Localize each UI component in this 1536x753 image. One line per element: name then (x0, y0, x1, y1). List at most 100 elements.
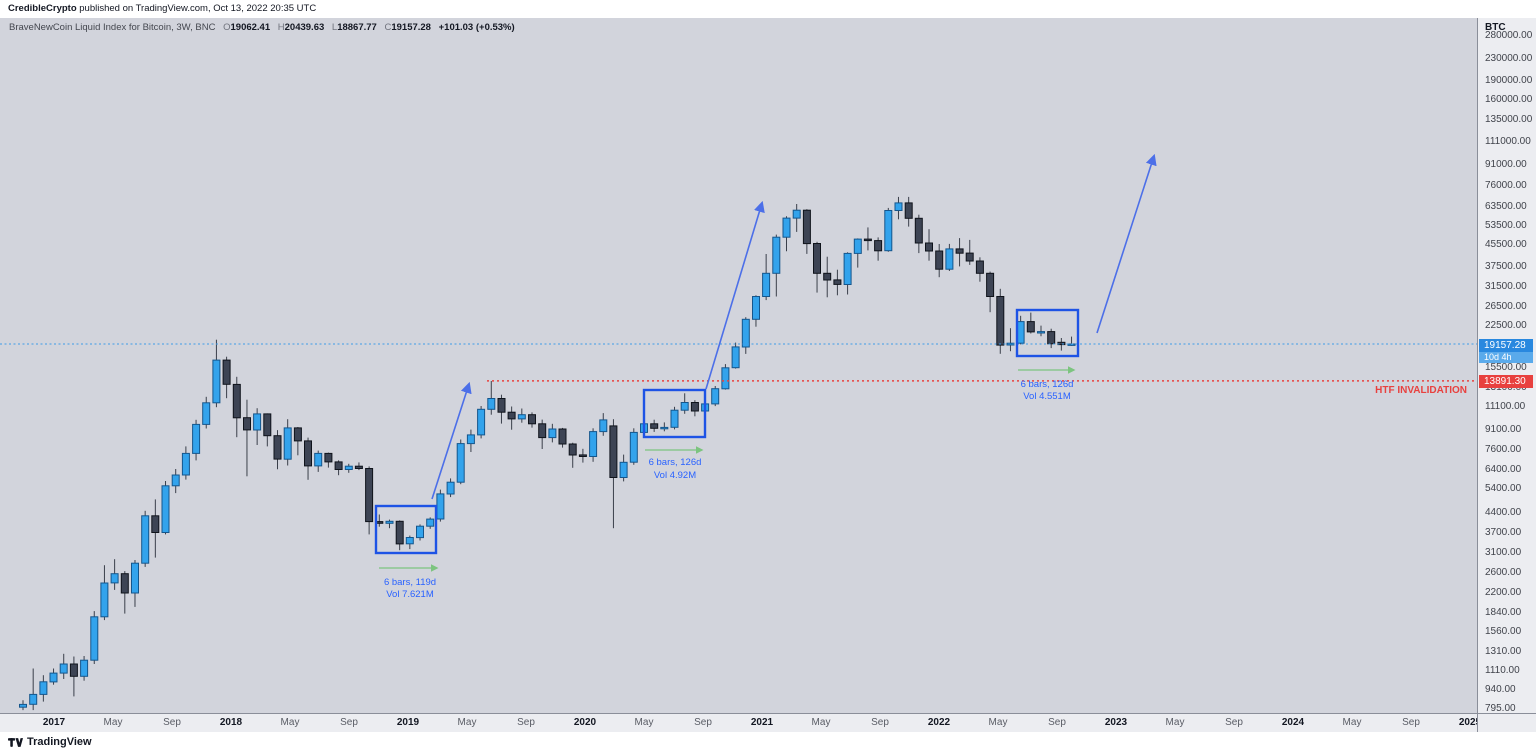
candle (680, 393, 689, 414)
tradingview-logo-text: TradingView (27, 736, 92, 748)
candle (110, 559, 119, 590)
candle (690, 400, 699, 417)
candle (354, 462, 363, 471)
candle (192, 419, 201, 461)
candle (863, 227, 872, 251)
candle (69, 656, 78, 697)
open-value: 19062.41 (230, 22, 271, 33)
candle (273, 430, 282, 470)
drawing-box[interactable] (1015, 308, 1080, 358)
price-axis-label: 76000.00 (1485, 179, 1527, 191)
time-axis-label: 2017 (42, 717, 66, 728)
change-value: +101.03 (+0.53%) (438, 22, 515, 33)
time-axis-label: 2021 (750, 717, 774, 728)
candle (212, 339, 221, 408)
time-axis-label: May (811, 717, 831, 728)
candle (120, 571, 129, 614)
publish-header: CredibleCrypto published on TradingView.… (0, 0, 1536, 18)
candle (843, 252, 852, 295)
candle (853, 238, 862, 268)
close-value: 19157.28 (391, 22, 431, 33)
measure-label: Vol 4.551M (1023, 391, 1071, 402)
price-axis-label: 22500.00 (1485, 319, 1527, 331)
candle (466, 429, 475, 452)
candle (29, 668, 38, 711)
drawing-box[interactable] (642, 388, 707, 439)
price-axis-label: 1560.00 (1485, 625, 1522, 637)
time-axis-label: Sep (871, 717, 889, 728)
time-axis-label: May (988, 717, 1008, 728)
candle (90, 611, 99, 664)
time-axis-label: Sep (517, 717, 535, 728)
invalidation-text: HTF INVALIDATION (1375, 385, 1467, 396)
close-label: C (384, 22, 392, 33)
price-axis-label: 3100.00 (1485, 547, 1522, 559)
candle (772, 234, 781, 297)
publish-details: published on TradingView.com, Oct 13, 20… (76, 3, 317, 14)
price-axis-label: 230000.00 (1485, 52, 1533, 64)
price-axis-label: 15500.00 (1485, 362, 1527, 374)
candle (385, 519, 394, 529)
drawing-box[interactable] (374, 504, 438, 555)
symbol-legend[interactable]: BraveNewCoin Liquid Index for Bitcoin, 3… (9, 22, 515, 33)
candle (609, 419, 618, 529)
candle (599, 413, 608, 436)
trend-arrow[interactable] (1096, 153, 1157, 334)
candle (792, 204, 801, 232)
price-axis[interactable]: BTC 280000.00 230000.00 190000.00 160000.00… (1477, 18, 1536, 714)
candle (813, 241, 821, 293)
candle (538, 419, 547, 449)
invalidation-price-label: 13891.30 (1479, 375, 1533, 388)
tradingview-logo[interactable]: TradingView (8, 736, 92, 748)
price-axis-label: 45500.00 (1485, 238, 1527, 250)
chart-area[interactable]: 6 bars, 119d Vol 7.621M 6 bars, 126d Vol 4.… (0, 18, 1477, 713)
candle (711, 386, 720, 407)
candle (141, 510, 150, 567)
price-axis-label: 280000.00 (1485, 30, 1533, 42)
time-axis-label: 2024 (1281, 717, 1305, 728)
low-value: 18867.77 (337, 22, 377, 33)
price-axis-label: 111000.00 (1485, 136, 1531, 148)
measure-arrow[interactable]: 6 bars, 126d Vol 4.92M (645, 446, 704, 481)
candle (955, 238, 964, 267)
candle (741, 317, 750, 354)
price-axis-label: 9100.00 (1485, 423, 1522, 435)
candle (232, 376, 241, 438)
candle (1026, 312, 1035, 334)
candle (762, 254, 771, 301)
time-axis-label: May (634, 717, 654, 728)
price-axis-label: 2200.00 (1485, 586, 1522, 598)
candle (222, 356, 231, 399)
candle (19, 700, 27, 711)
high-label: H (277, 22, 285, 33)
candle (477, 406, 486, 439)
candle (650, 419, 659, 432)
candle (405, 535, 414, 550)
price-axis-label: 1310.00 (1485, 646, 1522, 657)
candle (395, 520, 404, 551)
candle (528, 412, 536, 428)
time-axis-label: May (103, 717, 123, 728)
time-axis-label: May (1342, 717, 1362, 728)
trend-arrow[interactable] (431, 381, 472, 500)
trend-arrow[interactable] (705, 200, 765, 390)
candle (558, 427, 567, 448)
price-axis-label: 135000.00 (1485, 113, 1533, 125)
candle (171, 469, 180, 494)
candle (996, 288, 1005, 354)
candle (1047, 328, 1056, 349)
symbol-title: BraveNewCoin Liquid Index for Bitcoin, 3… (9, 22, 216, 33)
candle (1006, 328, 1015, 352)
footer: TradingView (0, 732, 1536, 753)
candle (874, 237, 883, 261)
candle (782, 216, 791, 252)
candle (487, 381, 496, 415)
candle (293, 427, 302, 456)
candle (548, 423, 557, 443)
candle (202, 396, 211, 429)
time-axis[interactable]: 2017 May Sep 2018 May Sep 2019 May Sep 2020 May Sep… (0, 713, 1477, 732)
candle (365, 466, 374, 535)
